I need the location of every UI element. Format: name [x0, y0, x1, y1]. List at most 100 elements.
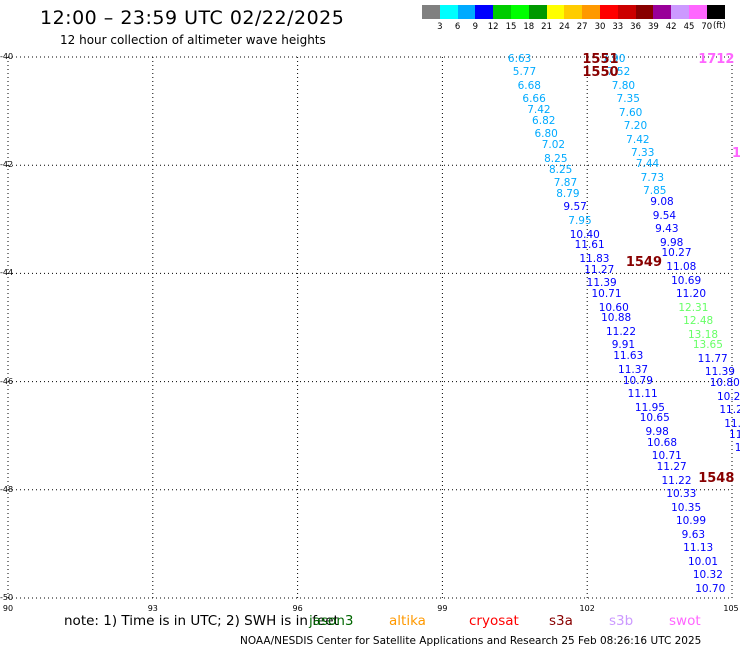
- s3a-swh-value: 7.42: [527, 104, 551, 117]
- s3a-swh-value: 11.13: [683, 542, 714, 555]
- legend-swatch: [617, 5, 637, 19]
- track-cycle-label: 1713: [732, 146, 740, 162]
- s3a-swh-value: 10.99: [675, 515, 706, 528]
- s3a-swh-value: 11.27: [584, 263, 615, 276]
- legend-swatch: [671, 5, 690, 19]
- s3a-swh-value: 6.63: [507, 52, 532, 65]
- legend-label: 9: [472, 22, 479, 32]
- legend-label: 36: [630, 22, 642, 32]
- s3a-swh-value: 8.25: [544, 152, 568, 165]
- swot-swh-value: 11.20: [675, 288, 706, 301]
- s3a-swh-value: 6.68: [517, 79, 541, 92]
- swot-swh-value: 9.08: [650, 196, 674, 209]
- lon-tick-label: 105: [723, 604, 739, 613]
- legend-swatch: [422, 5, 441, 19]
- s3a-swh-value: 10.70: [695, 582, 726, 595]
- s3a-swh-value: 9.91: [611, 339, 636, 352]
- legend-label: 21: [541, 22, 553, 32]
- s3a-swh-value: 10.01: [688, 555, 719, 568]
- legend-label: 33: [612, 22, 624, 32]
- legend-label: 15: [505, 22, 517, 32]
- page-title: 12:00 – 23:59 UTC 02/22/2025: [40, 7, 345, 29]
- track-cycle-label: 1712: [698, 51, 735, 67]
- legend-swatch: [528, 5, 548, 19]
- s3a-swh-value: 9.57: [563, 201, 587, 214]
- s3a-swh-value: 7.95: [568, 215, 592, 227]
- satellite-altika-label: altika: [389, 613, 426, 629]
- legend-swatch: [582, 5, 601, 19]
- swot-swh-value: 11.53: [724, 417, 740, 430]
- s3a-swh-value: 11.11: [627, 388, 658, 401]
- legend-unit: (ft): [713, 21, 726, 31]
- legend-label: 70: [701, 22, 713, 32]
- swot-swh-value: 11.39: [704, 366, 735, 379]
- satellite-s3b-label: s3b: [609, 613, 634, 629]
- swot-swh-value: 7.60: [618, 106, 643, 119]
- swot-swh-value: 11.08: [666, 260, 697, 273]
- s3a-swh-value: 9.63: [681, 528, 706, 541]
- s3a-swh-value: 7.87: [553, 177, 578, 190]
- s3a-swh-value: 10.88: [601, 312, 632, 325]
- satellite-jason3-label: jason3: [309, 613, 354, 629]
- legend-swatch: [493, 5, 512, 19]
- s3a-swh-value: 6.80: [534, 128, 558, 141]
- lat-tick-label: -40: [0, 52, 14, 61]
- swot-swh-value: 10.80: [709, 377, 740, 390]
- s3a-swh-value: 10.79: [622, 374, 653, 387]
- legend-label: 24: [558, 22, 570, 32]
- swot-swh-value: 13.18: [688, 328, 719, 341]
- swot-swh-value: 7.20: [623, 120, 648, 133]
- track-cycle-label: 1551: [582, 51, 619, 67]
- s3a-swh-value: 11.95: [634, 401, 665, 414]
- s3a-swh-value: 11.61: [574, 239, 605, 252]
- track-cycle-label: 1549: [625, 254, 662, 270]
- legend-swatch: [546, 5, 565, 19]
- lat-tick-label: -44: [0, 268, 14, 278]
- s3a-swh-value: 5.77: [512, 66, 537, 79]
- swot-swh-value: 7.33: [631, 147, 655, 160]
- s3a-swh-value: 6.82: [532, 114, 556, 127]
- legend-label: 12: [487, 22, 499, 32]
- legend-swatch: [564, 5, 583, 19]
- legend-label: 6: [454, 22, 461, 32]
- lon-tick-label: 96: [292, 604, 303, 613]
- swot-swh-value: 11.23: [719, 404, 740, 417]
- s3a-swh-value: 10.68: [646, 436, 678, 449]
- swot-swh-value: 7.42: [626, 133, 650, 146]
- legend-swatch: [439, 5, 459, 19]
- legend-label: 42: [665, 22, 677, 32]
- s3a-swh-value: 10.65: [639, 412, 670, 425]
- s3a-swh-value: 11.27: [656, 461, 687, 474]
- lon-tick-label: 93: [147, 604, 158, 613]
- s3a-swh-value: 11.37: [618, 363, 649, 376]
- swot-swh-value: 7.52: [606, 66, 631, 79]
- credit-line: NOAA/NESDIS Center for Satellite Applica…: [240, 635, 702, 647]
- lat-tick-label: -42: [0, 160, 14, 170]
- legend-swatch: [689, 5, 708, 19]
- swot-swh-value: 10.27: [661, 247, 692, 260]
- swot-swh-value: 9.43: [655, 223, 679, 236]
- swot-swh-value: 7.35: [616, 93, 640, 106]
- swot-swh-value: 7.90: [602, 52, 626, 65]
- s3a-swh-value: 8.79: [556, 187, 580, 200]
- s3a-swh-value: 11.63: [613, 350, 644, 363]
- swot-swh-value: 11.77: [697, 352, 728, 365]
- lat-tick-label: -50: [0, 593, 14, 602]
- legend-label: 27: [576, 22, 588, 32]
- legend-swatch: [653, 5, 672, 19]
- lat-tick-label: -48: [0, 484, 14, 494]
- satellite-cryosat-label: cryosat: [469, 613, 519, 629]
- legend-swatch: [475, 5, 494, 19]
- s3a-swh-value: 11.22: [605, 325, 637, 338]
- legend-label: 45: [683, 22, 695, 32]
- s3a-swh-value: 10.33: [666, 488, 697, 501]
- swot-swh-value: 9.54: [652, 209, 677, 222]
- legend-label: 39: [647, 22, 659, 32]
- legend-swatch: [511, 5, 530, 19]
- s3a-swh-value: 10.40: [569, 228, 600, 241]
- swot-swh-value: 7.44: [635, 158, 660, 171]
- legend-label: 18: [523, 22, 535, 32]
- swot-swh-value: 12.31: [678, 301, 709, 314]
